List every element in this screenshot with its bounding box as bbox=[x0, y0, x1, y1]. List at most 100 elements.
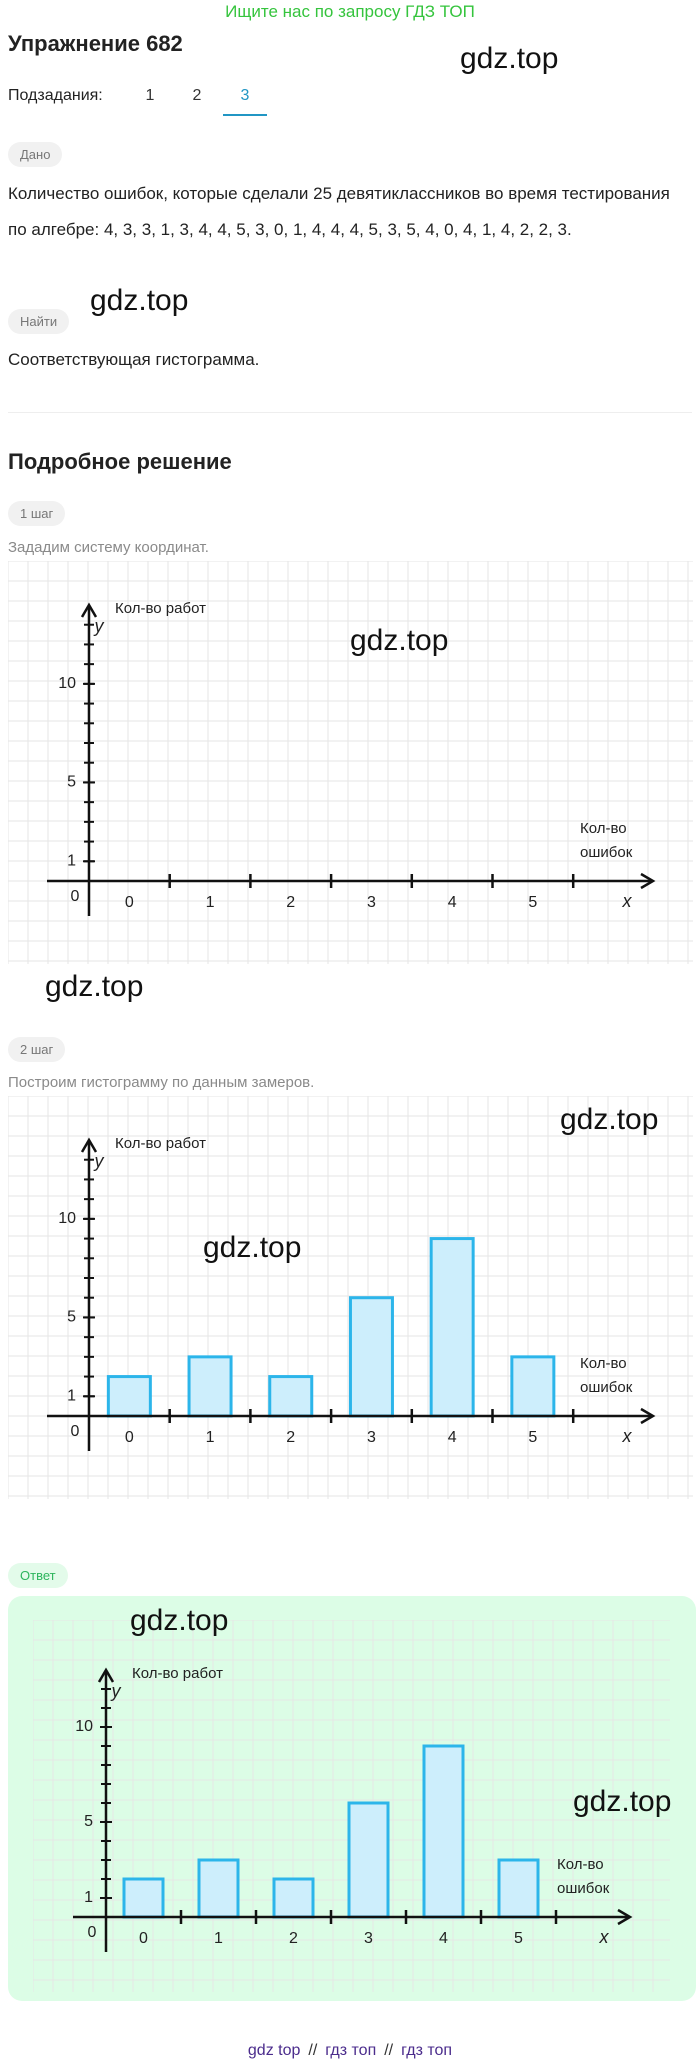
banner[interactable]: Ищите нас по запросу ГДЗ ТОП bbox=[225, 2, 475, 21]
bar bbox=[348, 1296, 394, 1418]
x-label: x bbox=[622, 1426, 633, 1446]
x-title: Кол-во bbox=[580, 1355, 627, 1372]
tab[interactable]: 1 bbox=[145, 87, 155, 104]
separator: // bbox=[384, 2042, 394, 2059]
watermark: gdz.top bbox=[350, 624, 449, 657]
x-arrow bbox=[640, 1407, 656, 1425]
watermark: gdz.top bbox=[560, 1103, 659, 1136]
y-tick-label: 10 bbox=[58, 675, 76, 692]
given-badge: Дано bbox=[8, 142, 63, 167]
watermark: gdz.top bbox=[460, 42, 559, 75]
x-title: ошибок bbox=[580, 844, 633, 861]
title: Упражнение 682 bbox=[8, 31, 183, 56]
y-arrow bbox=[80, 1137, 98, 1153]
bar bbox=[422, 1744, 465, 1919]
bar bbox=[429, 1237, 475, 1418]
solution-title: Подробное решение bbox=[8, 449, 232, 474]
footer: gdz top // гдз топ // гдз топ bbox=[0, 2042, 700, 2060]
x-tick-label: 3 bbox=[367, 894, 376, 911]
watermark: gdz.top bbox=[573, 1785, 672, 1818]
y-label: y bbox=[93, 616, 105, 636]
x-arrow bbox=[640, 872, 656, 890]
bar bbox=[497, 1858, 540, 1919]
y-tick-label: 5 bbox=[67, 1309, 76, 1326]
step-badge: 1 шаг bbox=[8, 501, 66, 526]
origin-label: 0 bbox=[71, 888, 80, 905]
y-tick-label: 10 bbox=[58, 1210, 76, 1227]
x-label: x bbox=[622, 891, 633, 911]
y-tick-label: 5 bbox=[67, 774, 76, 791]
find-badge: Найти bbox=[8, 309, 70, 334]
origin-label: 0 bbox=[88, 1924, 97, 1941]
y-tick-label: 10 bbox=[75, 1718, 93, 1735]
x-title: ошибок bbox=[580, 1379, 633, 1396]
watermark: gdz.top bbox=[130, 1604, 229, 1637]
x-tick-label: 0 bbox=[125, 1429, 134, 1446]
step-text: Построим гистограмму по данным замеров. bbox=[8, 1074, 315, 1091]
y-label: y bbox=[110, 1681, 122, 1701]
y-tick-label: 1 bbox=[67, 853, 76, 870]
bar bbox=[272, 1877, 315, 1919]
bar bbox=[122, 1877, 165, 1919]
x-tick-label: 4 bbox=[448, 1429, 457, 1446]
x-tick-label: 2 bbox=[289, 1930, 298, 1947]
x-tick-label: 4 bbox=[448, 894, 457, 911]
x-tick-label: 3 bbox=[364, 1930, 373, 1947]
x-title: Кол-во bbox=[557, 1856, 604, 1873]
answer-badge: Ответ bbox=[8, 1563, 68, 1588]
y-tick-label: 1 bbox=[67, 1388, 76, 1405]
y-tick-label: 5 bbox=[84, 1813, 93, 1830]
x-tick-label: 5 bbox=[514, 1930, 523, 1947]
x-tick-label: 0 bbox=[125, 894, 134, 911]
watermark: gdz.top bbox=[90, 284, 189, 317]
x-title: ошибок bbox=[557, 1880, 610, 1897]
chart: 1 5 10 0 1 2 3 4 5 0 Кол-во работ y Кол-во ошибок x bbox=[8, 561, 693, 964]
divider bbox=[8, 412, 692, 413]
given-text: Количество ошибок, которые сделали 25 де… bbox=[8, 184, 670, 239]
y-label: y bbox=[93, 1151, 105, 1171]
tab-underline bbox=[223, 114, 267, 116]
x-arrow bbox=[617, 1908, 633, 1926]
separator: // bbox=[308, 2042, 318, 2059]
subtasks-label: Подзадания: bbox=[8, 87, 103, 104]
watermark: gdz.top bbox=[203, 1231, 302, 1264]
x-label: x bbox=[599, 1927, 610, 1947]
x-tick-label: 2 bbox=[286, 1429, 295, 1446]
bar bbox=[510, 1355, 556, 1418]
x-tick-label: 4 bbox=[439, 1930, 448, 1947]
y-tick-label: 1 bbox=[84, 1889, 93, 1906]
bar bbox=[347, 1801, 390, 1919]
step-text: Зададим систему координат. bbox=[8, 539, 209, 556]
x-tick-label: 1 bbox=[206, 894, 215, 911]
x-title: Кол-во bbox=[580, 820, 627, 837]
x-tick-label: 2 bbox=[286, 894, 295, 911]
y-title: Кол-во работ bbox=[115, 1135, 206, 1152]
x-tick-label: 0 bbox=[139, 1930, 148, 1947]
chart: 1 5 10 0 1 2 3 4 5 0 Кол-во работ y Кол-во ошибок x bbox=[33, 1620, 670, 1992]
footer-link[interactable]: гдз топ bbox=[325, 2042, 377, 2059]
tab[interactable]: 2 bbox=[192, 87, 202, 104]
y-arrow bbox=[97, 1667, 115, 1683]
tab[interactable]: 3 bbox=[240, 87, 250, 104]
bar bbox=[197, 1858, 240, 1919]
watermark: gdz.top bbox=[45, 970, 144, 1003]
bar bbox=[268, 1375, 314, 1418]
step-badge: 2 шаг bbox=[8, 1037, 66, 1062]
x-tick-label: 3 bbox=[367, 1429, 376, 1446]
x-tick-label: 1 bbox=[206, 1429, 215, 1446]
bar bbox=[106, 1375, 152, 1418]
origin-label: 0 bbox=[71, 1423, 80, 1440]
x-tick-label: 1 bbox=[214, 1930, 223, 1947]
y-title: Кол-во работ bbox=[115, 600, 206, 617]
answer-box bbox=[8, 1596, 696, 2001]
footer-link[interactable]: гдз топ bbox=[401, 2042, 453, 2059]
x-tick-label: 5 bbox=[528, 894, 537, 911]
chart: 1 5 10 0 1 2 3 4 5 0 Кол-во работ y Кол-во ошибок x bbox=[8, 1096, 693, 1499]
y-title: Кол-во работ bbox=[132, 1665, 223, 1682]
y-arrow bbox=[80, 602, 98, 618]
bar bbox=[187, 1355, 233, 1418]
footer-link[interactable]: gdz top bbox=[247, 2042, 301, 2059]
find-text: Соответствующая гистограмма. bbox=[8, 350, 260, 369]
x-tick-label: 5 bbox=[528, 1429, 537, 1446]
